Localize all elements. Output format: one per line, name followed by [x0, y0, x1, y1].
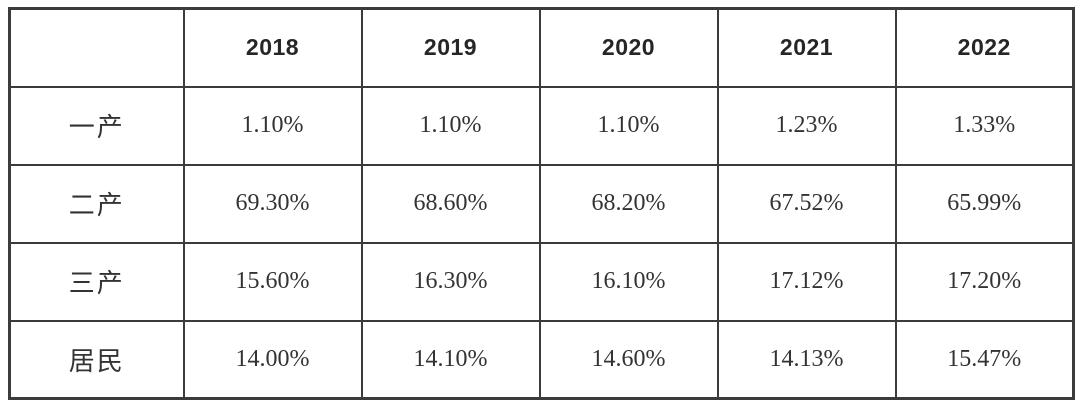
- table-container: 2018 2019 2020 2021 2022 一产 1.10% 1.10% …: [8, 7, 1075, 400]
- row-label: 二产: [8, 163, 185, 244]
- data-cell: 17.20%: [894, 241, 1075, 322]
- percentage-data-table: 2018 2019 2020 2021 2022 一产 1.10% 1.10% …: [8, 7, 1075, 400]
- data-cell: 68.20%: [538, 163, 719, 244]
- data-cell: 15.60%: [182, 241, 363, 322]
- data-cell: 1.33%: [894, 85, 1075, 166]
- data-cell: 14.10%: [360, 319, 541, 400]
- row-label: 一产: [8, 85, 185, 166]
- table-row: 三产 15.60% 16.30% 16.10% 17.12% 17.20%: [8, 241, 1075, 322]
- data-cell: 1.10%: [360, 85, 541, 166]
- data-cell: 15.47%: [894, 319, 1075, 400]
- table-header-row: 2018 2019 2020 2021 2022: [8, 7, 1075, 88]
- column-header-2021: 2021: [716, 7, 897, 88]
- data-cell: 14.60%: [538, 319, 719, 400]
- data-cell: 14.13%: [716, 319, 897, 400]
- column-header-2018: 2018: [182, 7, 363, 88]
- data-cell: 69.30%: [182, 163, 363, 244]
- row-label: 三产: [8, 241, 185, 322]
- data-cell: 14.00%: [182, 319, 363, 400]
- table-row: 居民 14.00% 14.10% 14.60% 14.13% 15.47%: [8, 319, 1075, 400]
- table-row: 二产 69.30% 68.60% 68.20% 67.52% 65.99%: [8, 163, 1075, 244]
- column-header-2022: 2022: [894, 7, 1075, 88]
- data-cell: 65.99%: [894, 163, 1075, 244]
- column-header-2019: 2019: [360, 7, 541, 88]
- data-cell: 16.10%: [538, 241, 719, 322]
- data-cell: 17.12%: [716, 241, 897, 322]
- data-cell: 1.10%: [538, 85, 719, 166]
- row-label: 居民: [8, 319, 185, 400]
- data-cell: 68.60%: [360, 163, 541, 244]
- data-cell: 16.30%: [360, 241, 541, 322]
- data-cell: 1.23%: [716, 85, 897, 166]
- data-cell: 67.52%: [716, 163, 897, 244]
- data-cell: 1.10%: [182, 85, 363, 166]
- column-header-2020: 2020: [538, 7, 719, 88]
- table-row: 一产 1.10% 1.10% 1.10% 1.23% 1.33%: [8, 85, 1075, 166]
- corner-cell: [8, 7, 185, 88]
